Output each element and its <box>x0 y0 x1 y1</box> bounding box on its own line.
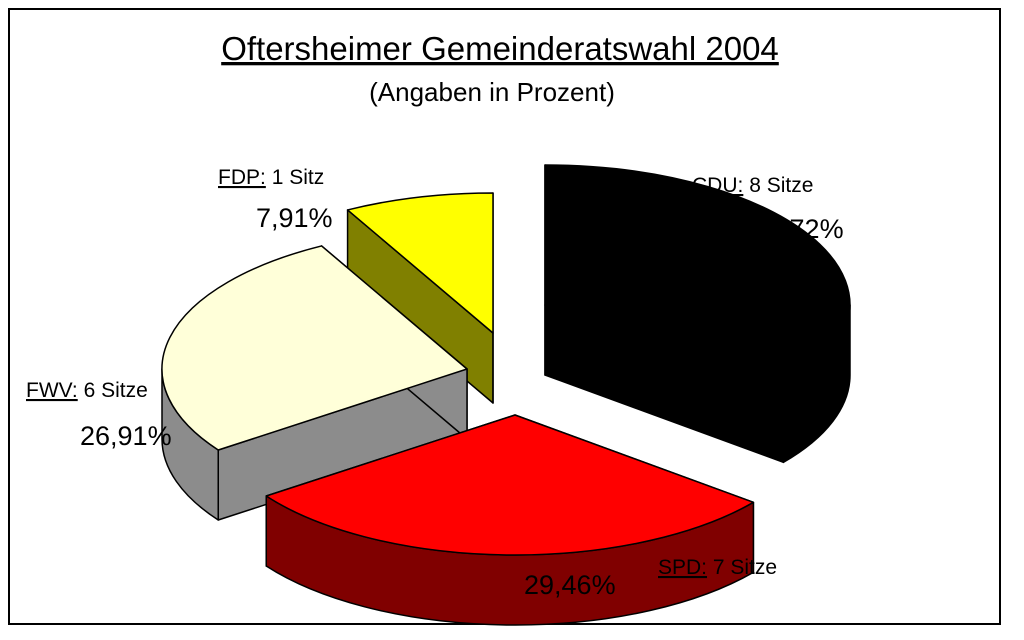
fwv-slice <box>161 245 468 451</box>
cdu-slice <box>544 164 851 394</box>
spd-slice <box>265 414 755 556</box>
pie-slices <box>161 164 851 626</box>
fwv-label: FWV: 6 Sitze <box>26 379 148 402</box>
cdu-percent: 35,72% <box>752 214 844 244</box>
spd-label: SPD: 7 Sitze <box>658 556 777 579</box>
fdp-slice <box>346 192 494 334</box>
fdp-percent: 7,91% <box>256 203 333 233</box>
fdp-label: FDP: 1 Sitz <box>218 166 324 189</box>
chart-subtitle: (Angaben in Prozent) <box>369 77 615 107</box>
spd-percent: 29,46% <box>524 570 616 600</box>
fwv-percent: 26,91% <box>80 421 172 451</box>
cdu-label: CDU: 8 Sitze <box>692 174 813 197</box>
chart-title: Oftersheimer Gemeinderatswahl 2004 <box>221 30 779 67</box>
